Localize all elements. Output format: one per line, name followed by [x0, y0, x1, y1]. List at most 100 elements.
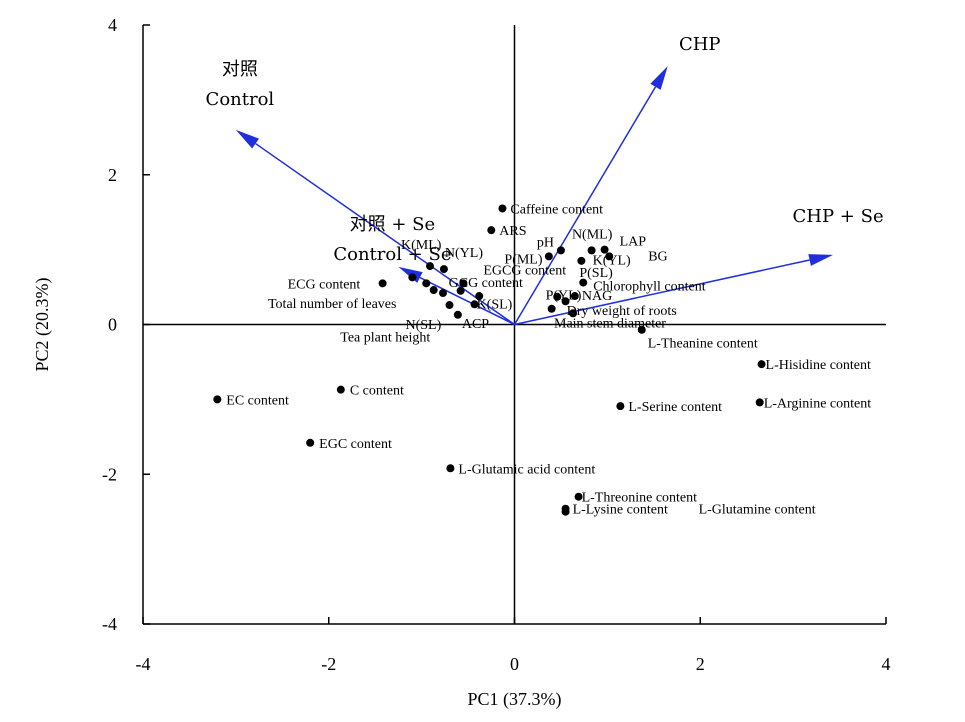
point-item-37: [553, 292, 562, 301]
point-p-sl: [577, 256, 586, 265]
point-p-yl: [561, 297, 570, 306]
point-caffeine-content: [498, 204, 507, 213]
label-nag: NAG: [582, 289, 612, 304]
label-k-sl: K(SL): [477, 297, 513, 312]
point-c-content: [336, 385, 345, 394]
point-l-theanine-content: [637, 325, 646, 334]
point-ecg-content: [378, 279, 387, 288]
label-caffeine-content: Caffeine content: [510, 202, 603, 217]
label-l-serine-content: L-Serine content: [628, 400, 722, 415]
label-total-number-of-leaves: Total number of leaves: [268, 297, 396, 312]
vector-control: 对照 Control: [206, 59, 515, 326]
vector-shaft: [514, 259, 810, 326]
label-c-content: C content: [350, 384, 404, 399]
label-k-yl: K(YL): [593, 253, 631, 268]
vector-label-english: Control: [206, 89, 275, 110]
vector-label: 对照: [222, 59, 258, 80]
vector-arrowhead: [650, 66, 668, 90]
x-tick-label: 0: [510, 654, 519, 674]
vector-label-english: Control + Se: [333, 244, 451, 265]
vector-chp-se: CHP + Se: [514, 206, 884, 326]
vector-label: CHP: [679, 34, 721, 55]
label-ec-content: EC content: [226, 393, 289, 408]
x-tick-label: 4: [882, 654, 891, 674]
label-main-stem-diameter: Main stem diameter: [554, 316, 666, 331]
point-gcg-content: [456, 286, 465, 295]
point-item-35: [475, 292, 484, 301]
x-tick-label: 2: [696, 654, 705, 674]
point-tea-plant-height: [422, 279, 431, 288]
label-p-yl: P(YL): [546, 288, 582, 303]
point-acp: [453, 310, 462, 319]
point-l-hisidine-content: [757, 360, 766, 369]
label-n-yl: N(YL): [445, 246, 483, 261]
point-k-sl: [470, 300, 479, 309]
vector-shaft: [255, 142, 515, 326]
vector-control-se: 对照 + Se Control + Se: [333, 214, 515, 326]
vector-shaft: [513, 86, 657, 325]
label-n-ml: N(ML): [572, 227, 613, 242]
label-n-sl: N(SL): [405, 318, 441, 333]
vector-label: 对照 + Se: [350, 214, 436, 235]
label-egc-content: EGC content: [319, 437, 392, 452]
label-lap: LAP: [620, 235, 647, 250]
point-item-36: [429, 286, 438, 295]
label-k-ml: K(ML): [401, 238, 442, 253]
point-l-arginine-content: [755, 398, 764, 407]
point-k-ml: [425, 262, 434, 271]
label-l-threonine-content: L-Threonine content: [582, 491, 698, 506]
x-axis-title: PC1 (37.3%): [468, 689, 562, 710]
label-l-lysine-content: L-Lysine content: [573, 503, 668, 518]
point-egcg-content: [408, 273, 417, 282]
y-tick-label: 4: [108, 15, 117, 35]
x-tick-label: -4: [136, 654, 151, 674]
point-k-yl: [587, 246, 596, 255]
label-l-hisidine-content: L-Hisidine content: [766, 358, 871, 373]
label-ecg-content: ECG content: [288, 277, 361, 292]
label-acp: ACP: [462, 317, 489, 332]
label-gcg-content: GCG content: [449, 276, 523, 291]
axes: -4 -2 0 2 4 4 2 0 -2 -4: [102, 15, 891, 674]
point-bg: [605, 252, 614, 261]
point-ph: [544, 252, 553, 261]
label-ars: ARS: [499, 224, 526, 239]
point-l-glutamic-acid-content: [446, 464, 455, 473]
label-l-arginine-content: L-Arginine content: [764, 396, 872, 411]
point-dry-weight-of-roots: [547, 304, 556, 313]
point-lap: [600, 245, 609, 254]
label-dry-weight-of-roots: Dry weight of roots: [567, 304, 677, 319]
label-tea-plant-height: Tea plant height: [340, 330, 430, 345]
point-chlorophyll-content: [579, 278, 588, 287]
point-p-ml: [459, 279, 468, 288]
vector-shaft: [419, 276, 515, 326]
label-bg: BG: [648, 249, 667, 264]
label-l-theanine-content: L-Theanine content: [648, 337, 758, 352]
label-ph: pH: [537, 235, 554, 250]
y-tick-label: 0: [108, 315, 117, 335]
label-egcg-content: EGCG content: [483, 263, 566, 278]
point-l-threonine-content: [574, 492, 583, 501]
point-nag: [570, 292, 579, 301]
point-ars: [487, 226, 496, 235]
point-l-serine-content: [616, 402, 625, 411]
vector-arrowhead: [808, 254, 834, 266]
point-l-glutamine-content: [561, 507, 570, 516]
label-chlorophyll-content: Chlorophyll content: [593, 280, 705, 295]
y-axis-title: PC2 (20.3%): [32, 277, 53, 371]
point-n-ml: [556, 246, 565, 255]
point-total-number-of-leaves: [438, 289, 447, 298]
y-tick-label: 2: [108, 165, 117, 185]
label-l-glutamine-content: L-Glutamine content: [699, 503, 816, 518]
point-egc-content: [306, 438, 315, 447]
point-n-yl: [439, 265, 448, 274]
point-ec-content: [213, 395, 222, 404]
point-n-sl: [445, 301, 454, 310]
vector-label: CHP + Se: [793, 206, 884, 227]
vector-arrowhead: [235, 129, 259, 149]
label-p-sl: P(SL): [579, 266, 613, 281]
point-main-stem-diameter: [569, 309, 578, 318]
treatment-vectors: 对照 Control CHP 对照 + Se Control + Se CHP + Se: [206, 34, 884, 326]
y-tick-label: -4: [102, 614, 117, 634]
